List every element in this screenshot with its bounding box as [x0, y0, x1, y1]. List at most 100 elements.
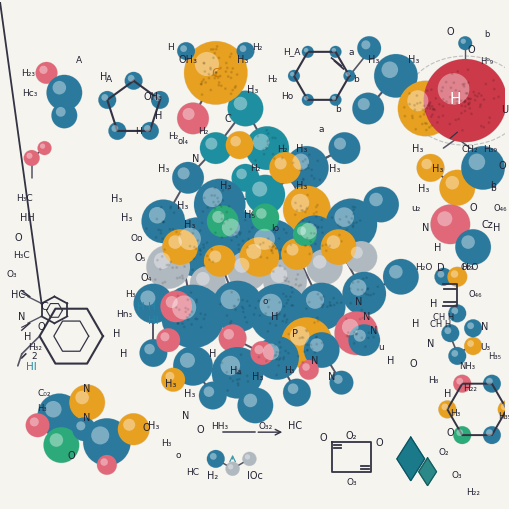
Circle shape [434, 98, 436, 100]
Circle shape [298, 286, 299, 287]
Circle shape [279, 249, 281, 251]
Circle shape [414, 129, 416, 131]
Circle shape [169, 208, 171, 210]
Circle shape [287, 300, 288, 301]
Circle shape [461, 84, 463, 86]
Circle shape [222, 223, 224, 225]
Circle shape [184, 42, 247, 105]
Circle shape [230, 72, 232, 74]
Circle shape [284, 277, 285, 278]
Text: H₃₅: H₃₅ [497, 411, 509, 420]
Text: H: H [429, 299, 436, 309]
Circle shape [72, 417, 96, 441]
Circle shape [221, 237, 222, 239]
Circle shape [428, 106, 430, 107]
Circle shape [203, 247, 204, 249]
Circle shape [282, 145, 284, 147]
Circle shape [309, 345, 311, 346]
Circle shape [259, 294, 281, 317]
Circle shape [172, 163, 204, 194]
Text: u₂: u₂ [410, 204, 419, 213]
Text: CH H: CH H [429, 319, 450, 328]
Circle shape [493, 89, 494, 91]
Polygon shape [396, 437, 424, 480]
Circle shape [185, 312, 186, 313]
Circle shape [215, 72, 216, 74]
Circle shape [246, 375, 247, 377]
Circle shape [460, 40, 465, 45]
Circle shape [449, 88, 451, 90]
Circle shape [234, 306, 235, 308]
Circle shape [430, 117, 431, 118]
Circle shape [155, 237, 157, 239]
Circle shape [194, 319, 196, 320]
Circle shape [266, 258, 268, 259]
Text: Hn₃: Hn₃ [116, 309, 131, 318]
Circle shape [367, 337, 369, 339]
Circle shape [227, 251, 267, 291]
Circle shape [251, 228, 252, 229]
Text: O: O [319, 432, 327, 442]
Circle shape [276, 314, 278, 316]
Circle shape [75, 391, 89, 405]
Circle shape [165, 296, 178, 308]
Circle shape [321, 245, 323, 247]
Circle shape [437, 117, 439, 119]
Circle shape [374, 55, 417, 98]
Circle shape [220, 362, 222, 364]
Circle shape [460, 113, 461, 115]
Circle shape [352, 210, 354, 211]
Circle shape [328, 133, 359, 164]
Circle shape [203, 244, 204, 246]
Circle shape [190, 292, 191, 294]
Circle shape [372, 336, 374, 338]
Text: O₃: O₃ [451, 470, 462, 479]
Text: O: O [498, 161, 505, 171]
Circle shape [346, 335, 347, 337]
Circle shape [230, 94, 232, 95]
Circle shape [453, 427, 470, 444]
Circle shape [431, 115, 433, 116]
Text: N: N [370, 326, 377, 335]
Circle shape [437, 74, 468, 105]
Circle shape [239, 373, 241, 375]
Circle shape [352, 223, 354, 224]
Text: H₃: H₃ [367, 55, 379, 65]
Circle shape [416, 155, 443, 182]
Circle shape [232, 235, 233, 237]
Circle shape [161, 368, 185, 392]
Text: O: O [446, 27, 453, 37]
Circle shape [245, 127, 289, 171]
Circle shape [269, 153, 300, 184]
Circle shape [470, 114, 471, 116]
Circle shape [274, 325, 276, 326]
Text: H: H [166, 43, 173, 51]
Circle shape [416, 103, 417, 105]
Circle shape [202, 211, 203, 213]
Circle shape [463, 102, 464, 104]
Circle shape [464, 102, 465, 103]
Circle shape [282, 359, 284, 360]
Circle shape [299, 285, 301, 286]
Circle shape [201, 81, 203, 83]
Text: O: O [446, 428, 453, 437]
Circle shape [254, 346, 263, 354]
Circle shape [294, 203, 296, 204]
Circle shape [338, 227, 341, 228]
Circle shape [230, 240, 232, 242]
Circle shape [289, 326, 309, 346]
Circle shape [220, 213, 222, 215]
Circle shape [413, 110, 415, 111]
Circle shape [250, 342, 274, 365]
Circle shape [162, 230, 197, 265]
Circle shape [359, 319, 360, 320]
Circle shape [352, 94, 383, 125]
Text: Or₉: Or₉ [460, 263, 473, 272]
Text: H₂: H₂ [267, 75, 277, 84]
Circle shape [364, 294, 366, 295]
Circle shape [305, 308, 306, 310]
Circle shape [312, 256, 326, 269]
Circle shape [142, 200, 185, 244]
Circle shape [286, 244, 298, 256]
Text: H₂: H₂ [207, 470, 218, 480]
